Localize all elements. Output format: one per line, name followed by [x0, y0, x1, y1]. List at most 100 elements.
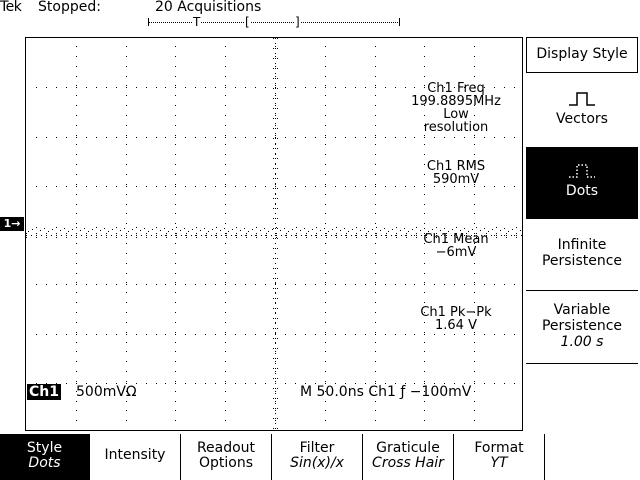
- graticule-dot: [335, 383, 336, 384]
- dots-button[interactable]: Dots: [526, 147, 638, 219]
- graticule-dot: [273, 98, 274, 99]
- graticule-dot: [215, 186, 216, 187]
- graticule-dot: [275, 268, 276, 269]
- graticule-dot: [275, 318, 276, 319]
- graticule-dot: [375, 76, 376, 77]
- graticule-dot: [225, 391, 226, 392]
- graticule-dot: [486, 237, 487, 238]
- graticule-dot: [325, 284, 326, 285]
- graticule-dot: [206, 235, 207, 236]
- graticule-dot: [480, 230, 481, 231]
- graticule-dot: [128, 231, 129, 232]
- graticule-dot: [275, 393, 276, 394]
- graticule-dot: [84, 228, 85, 229]
- graticule-dot: [375, 66, 376, 67]
- graticule-dot: [408, 231, 409, 232]
- graticule-dot: [421, 235, 422, 236]
- graticule-dot: [305, 284, 306, 285]
- graticule-dot: [355, 137, 356, 138]
- graticule-dot: [424, 233, 425, 234]
- graticule-dot: [345, 235, 346, 236]
- graticule-dot: [246, 237, 247, 238]
- filter-value: Sin(x)/x: [290, 455, 344, 471]
- variable-persistence-button[interactable]: Variable Persistence 1.00 s: [526, 292, 638, 364]
- graticule-dot: [126, 410, 127, 411]
- graticule-dot: [275, 373, 276, 374]
- meas-pkpk-value: 1.64 V: [435, 318, 477, 333]
- graticule-dot: [76, 125, 77, 126]
- graticule-dot: [106, 237, 107, 238]
- graticule-dot: [424, 87, 425, 88]
- format-button[interactable]: Format YT: [454, 434, 545, 480]
- graticule-dot: [335, 235, 336, 236]
- graticule-dot: [277, 78, 278, 79]
- graticule-dot: [454, 383, 455, 384]
- vectors-button[interactable]: Vectors: [526, 75, 638, 147]
- graticule-dot: [348, 231, 349, 232]
- graticule-dot: [176, 233, 177, 234]
- graticule-dot: [175, 332, 176, 333]
- graticule-dot: [275, 108, 276, 109]
- graticule-dot: [277, 328, 278, 329]
- style-button[interactable]: Style Dots: [0, 434, 90, 480]
- graticule-dot: [277, 408, 278, 409]
- graticule-dot: [464, 137, 465, 138]
- graticule-dot: [295, 235, 296, 236]
- graticule-dot: [273, 408, 274, 409]
- graticule-dot: [76, 184, 77, 185]
- infinite-persistence-button[interactable]: Infinite Persistence: [526, 219, 638, 291]
- graticule-dot: [76, 430, 77, 431]
- graticule-dot: [225, 243, 226, 244]
- graticule-dot: [175, 76, 176, 77]
- graticule-dot: [414, 334, 415, 335]
- graticule-dot: [352, 229, 353, 230]
- graticule-dot: [106, 284, 107, 285]
- graticule-dot: [146, 334, 147, 335]
- graticule-dot: [277, 388, 278, 389]
- graticule-dot: [156, 186, 157, 187]
- graticule-dot: [375, 233, 376, 234]
- graticule-dot: [116, 383, 117, 384]
- graticule-button[interactable]: Graticule Cross Hair: [363, 434, 454, 480]
- graticule-dot: [424, 332, 425, 333]
- readout-options-button[interactable]: Readout Options: [181, 434, 272, 480]
- graticule-dot: [494, 235, 495, 236]
- graticule-dot: [431, 235, 432, 236]
- graticule-dot: [464, 383, 465, 384]
- graticule-dot: [273, 388, 274, 389]
- graticule-dot: [275, 420, 276, 421]
- graticule-dot: [126, 237, 127, 238]
- graticule-dot: [56, 237, 57, 238]
- graticule-dot: [273, 118, 274, 119]
- graticule-dot: [474, 371, 475, 372]
- filter-button[interactable]: Filter Sin(x)/x: [272, 434, 363, 480]
- graticule-dot: [136, 334, 137, 335]
- graticule-dot: [375, 186, 376, 187]
- graticule-dot: [275, 153, 276, 154]
- graticule-dot: [371, 235, 372, 236]
- graticule-dot: [76, 85, 77, 86]
- graticule-dot: [306, 237, 307, 238]
- graticule-dot: [175, 105, 176, 106]
- graticule-dot: [456, 227, 457, 228]
- intensity-button[interactable]: Intensity: [90, 434, 181, 480]
- graticule-dot: [474, 213, 475, 214]
- graticule-dot: [175, 174, 176, 175]
- graticule-dot: [216, 235, 217, 236]
- graticule-dot: [280, 230, 281, 231]
- graticule-dot: [196, 235, 197, 236]
- graticule-dot: [275, 238, 276, 239]
- graticule-dot: [76, 186, 77, 187]
- graticule-dot: [176, 237, 177, 238]
- graticule-dot: [28, 231, 29, 232]
- graticule-dot: [225, 383, 226, 384]
- graticule-dot: [275, 83, 276, 84]
- graticule-dot: [434, 284, 435, 285]
- graticule-dot: [205, 186, 206, 187]
- graticule-dot: [277, 338, 278, 339]
- channel1-ground-marker[interactable]: 1→: [0, 217, 24, 231]
- graticule-dot: [474, 391, 475, 392]
- graticule-dot: [328, 231, 329, 232]
- graticule-dot: [165, 284, 166, 285]
- graticule-dot: [424, 154, 425, 155]
